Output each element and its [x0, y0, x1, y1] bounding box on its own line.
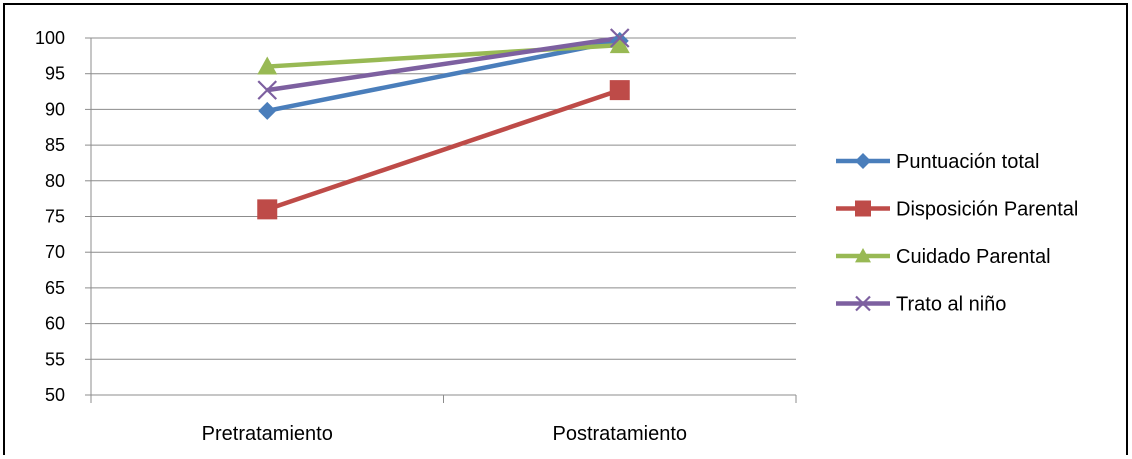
- chart-frame: [3, 3, 1128, 455]
- legend-label: Puntuación total: [896, 151, 1039, 173]
- y-tick-label: 80: [45, 171, 65, 191]
- y-tick-label: 75: [45, 207, 65, 227]
- y-tick-label: 50: [45, 385, 65, 405]
- x-marker: [855, 295, 871, 312]
- series-line: [266, 38, 621, 114]
- x-category-label: Postratamiento: [552, 423, 687, 445]
- y-tick-label: 55: [45, 349, 65, 369]
- square-marker: [257, 199, 278, 220]
- x-marker: [257, 80, 278, 100]
- legend-label: Trato al niño: [896, 294, 1006, 316]
- square-marker: [855, 200, 871, 217]
- triangle-marker: [257, 56, 278, 75]
- series-lines: [257, 28, 630, 220]
- x-category-label: Pretratamiento: [202, 423, 333, 445]
- square-marker: [609, 80, 630, 101]
- x-marker: [609, 28, 630, 48]
- legend-label: Disposición Parental: [896, 199, 1078, 221]
- legend-item: Disposición Parental: [836, 199, 1078, 221]
- legend-label: Cuidado Parental: [896, 246, 1051, 268]
- legend-item: Puntuación total: [836, 151, 1039, 173]
- y-tick-label: 65: [45, 278, 65, 298]
- axes: 50 55 60 65 70 75 80 85 90 95 100 Pretratamiento Pos…: [35, 28, 797, 445]
- diamond-marker: [258, 101, 277, 120]
- y-tick-label: 60: [45, 314, 65, 334]
- legend-item: Trato al niño: [836, 294, 1006, 316]
- triangle-marker: [855, 248, 871, 263]
- y-tick-label: 70: [45, 242, 65, 262]
- triangle-marker: [609, 35, 630, 54]
- legend-item: Cuidado Parental: [836, 246, 1051, 268]
- y-tick-label: 100: [35, 28, 65, 48]
- y-tick-label: 95: [45, 64, 65, 84]
- y-tick-label: 85: [45, 135, 65, 155]
- series-line: [266, 87, 621, 212]
- series-line: [266, 35, 621, 93]
- gridlines: [91, 37, 796, 360]
- diamond-marker: [855, 153, 871, 169]
- legend: Puntuación total Disposición Parental Cuid…: [836, 151, 1078, 316]
- y-tick-label: 90: [45, 99, 65, 119]
